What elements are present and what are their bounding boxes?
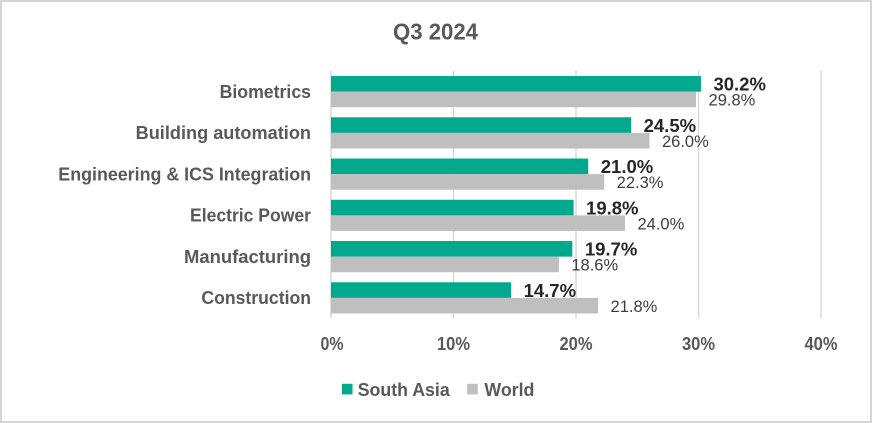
svg-text:40%: 40% [805, 333, 838, 354]
svg-text:0%: 0% [321, 333, 344, 354]
svg-text:30%: 30% [682, 333, 715, 354]
svg-text:30.2%: 30.2% [713, 74, 765, 95]
svg-text:Electric Power: Electric Power [190, 205, 311, 226]
svg-text:24.0%: 24.0% [638, 215, 685, 233]
svg-text:Building automation: Building automation [136, 122, 311, 143]
svg-text:19.7%: 19.7% [585, 239, 637, 260]
svg-text:Construction: Construction [201, 287, 311, 308]
svg-text:18.6%: 18.6% [571, 257, 618, 275]
svg-text:Manufacturing: Manufacturing [184, 246, 311, 267]
svg-text:22.3%: 22.3% [617, 174, 664, 192]
svg-text:21.8%: 21.8% [611, 298, 658, 316]
svg-text:24.5%: 24.5% [644, 115, 696, 136]
svg-text:South Asia: South Asia [358, 379, 451, 400]
svg-text:26.0%: 26.0% [662, 133, 709, 151]
svg-text:Q3 2024: Q3 2024 [393, 19, 478, 45]
svg-text:20%: 20% [560, 333, 593, 354]
svg-text:21.0%: 21.0% [601, 156, 653, 177]
svg-text:19.8%: 19.8% [586, 197, 638, 218]
svg-text:29.8%: 29.8% [709, 92, 756, 110]
svg-text:Biometrics: Biometrics [220, 81, 311, 102]
svg-text:10%: 10% [437, 333, 470, 354]
svg-text:World: World [484, 379, 534, 400]
svg-text:Engineering & ICS Integration: Engineering & ICS Integration [58, 163, 311, 184]
svg-text:14.7%: 14.7% [524, 280, 576, 301]
